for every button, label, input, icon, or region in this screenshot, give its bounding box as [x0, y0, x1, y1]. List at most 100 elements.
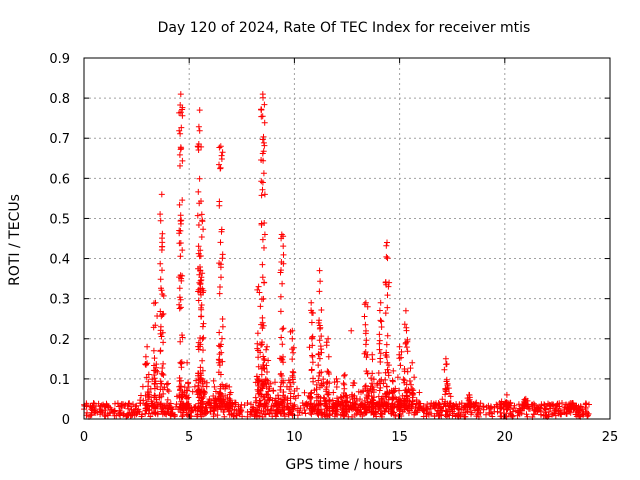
data-point — [217, 165, 224, 172]
data-point — [384, 304, 391, 311]
data-point — [258, 106, 265, 113]
data-point — [569, 400, 576, 406]
data-point — [279, 407, 286, 414]
data-point — [461, 404, 468, 411]
data-point — [523, 411, 530, 418]
data-point — [217, 371, 224, 378]
data-point — [165, 388, 172, 395]
y-tick-label: 0.2 — [49, 333, 70, 348]
data-point — [358, 400, 365, 407]
data-point — [402, 307, 409, 314]
data-point — [258, 407, 265, 414]
data-point — [361, 350, 368, 357]
data-point — [384, 239, 390, 246]
data-point — [409, 398, 416, 404]
data-point — [445, 385, 452, 392]
data-point — [299, 400, 306, 406]
data-point — [198, 198, 204, 205]
data-point — [316, 317, 323, 324]
data-point — [376, 346, 383, 353]
data-point — [258, 220, 265, 227]
data-point — [377, 355, 384, 362]
data-point — [405, 386, 412, 393]
data-point — [375, 406, 382, 413]
data-point — [177, 146, 184, 153]
data-point — [261, 119, 268, 126]
data-point — [442, 391, 449, 398]
data-point — [177, 253, 184, 260]
data-point — [511, 402, 518, 409]
data-point — [285, 377, 292, 384]
data-point — [316, 337, 323, 344]
data-point — [244, 400, 251, 406]
data-point — [445, 402, 452, 409]
data-point — [466, 391, 472, 398]
data-point — [254, 340, 261, 347]
data-point — [216, 329, 223, 336]
data-point — [151, 300, 157, 307]
data-point — [350, 379, 357, 386]
data-point — [200, 347, 206, 354]
data-point — [151, 385, 158, 392]
data-point — [451, 403, 458, 410]
data-points — [81, 91, 592, 420]
data-point — [158, 333, 165, 340]
data-point — [158, 287, 165, 294]
data-point — [264, 406, 271, 413]
data-point — [582, 404, 589, 411]
data-point — [446, 403, 453, 410]
data-point — [309, 353, 316, 360]
data-point — [376, 337, 383, 344]
data-point — [178, 124, 185, 131]
data-point — [261, 244, 267, 251]
data-point — [157, 347, 164, 354]
data-point — [159, 405, 166, 412]
data-point — [477, 400, 484, 407]
data-point — [315, 362, 322, 369]
data-point — [185, 384, 192, 390]
x-tick-label: 15 — [391, 430, 408, 445]
data-point — [150, 324, 157, 331]
data-point — [321, 395, 328, 402]
data-point — [157, 211, 164, 218]
data-point — [280, 260, 287, 267]
data-point — [222, 385, 229, 392]
data-point — [502, 399, 509, 406]
data-point — [396, 343, 403, 350]
data-point — [251, 413, 258, 420]
data-point — [279, 341, 286, 348]
data-point — [198, 277, 205, 283]
data-point — [159, 365, 166, 371]
data-point — [196, 127, 203, 134]
data-point — [152, 299, 159, 306]
data-point — [146, 391, 152, 398]
data-point — [153, 361, 160, 368]
data-point — [467, 400, 474, 406]
data-point — [177, 296, 184, 303]
data-point — [195, 243, 202, 250]
data-point — [248, 401, 254, 408]
data-point — [572, 411, 579, 418]
data-point — [159, 311, 166, 318]
data-point — [195, 222, 202, 228]
data-point — [184, 387, 191, 394]
y-tick-label: 0.5 — [49, 212, 70, 227]
data-point — [378, 324, 385, 330]
data-point — [257, 400, 264, 407]
data-point — [260, 322, 267, 329]
data-point — [405, 410, 412, 417]
data-point — [290, 349, 297, 356]
data-point — [444, 382, 451, 389]
data-point — [217, 143, 224, 150]
data-point — [498, 404, 505, 411]
data-point — [259, 236, 266, 243]
data-point — [334, 402, 340, 409]
data-point — [377, 350, 384, 357]
data-point — [480, 403, 487, 410]
data-point — [317, 401, 324, 408]
data-point — [175, 406, 182, 413]
data-point — [386, 279, 393, 286]
data-point — [199, 270, 206, 277]
data-point — [537, 411, 544, 418]
data-point — [323, 339, 330, 346]
